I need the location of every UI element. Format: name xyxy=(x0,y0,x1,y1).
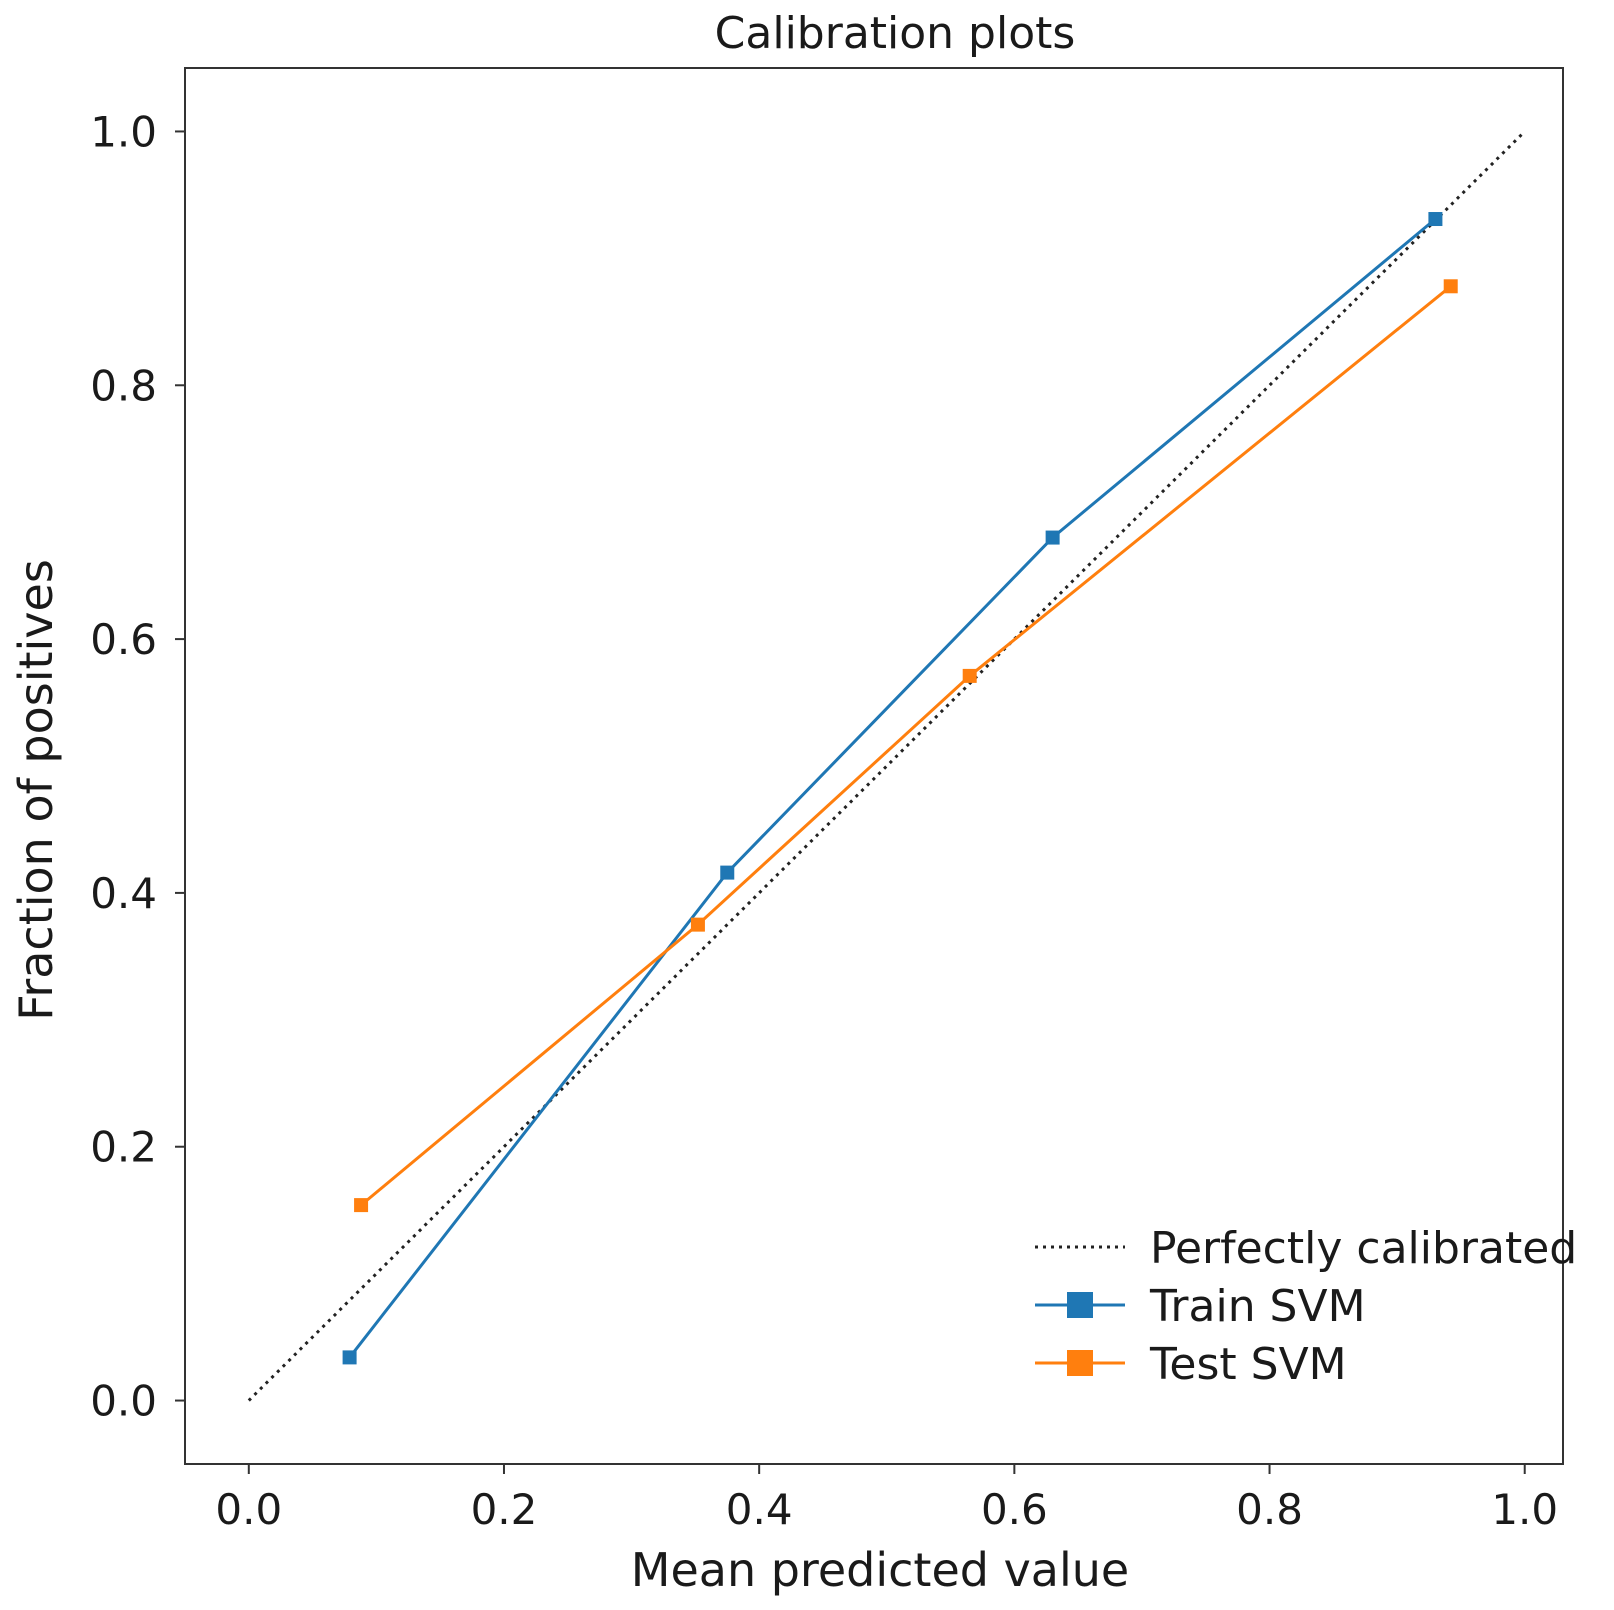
x-tick-label: 1.0 xyxy=(1491,1485,1558,1534)
data-point-train-svm xyxy=(1045,530,1060,545)
y-tick-label: 0.0 xyxy=(90,1377,157,1426)
series-line-perfectly-calibrated xyxy=(247,130,1526,1402)
y-tick-label: 0.8 xyxy=(90,361,157,410)
y-axis-label: Fraction of positives xyxy=(9,559,63,1021)
x-tick-label: 0.2 xyxy=(471,1485,538,1534)
data-point-test-svm xyxy=(1443,279,1458,294)
data-point-train-svm xyxy=(720,865,735,880)
y-tick-label: 0.6 xyxy=(90,615,157,664)
x-axis: 0.0 0.2 0.4 0.6 0.8 1.0 xyxy=(215,1464,1558,1534)
y-tick-label: 0.4 xyxy=(90,869,157,918)
x-tick-label: 0.6 xyxy=(981,1485,1048,1534)
legend-marker-train-svm xyxy=(1067,1292,1093,1318)
chart-title: Calibration plots xyxy=(715,8,1076,59)
series-line-train-svm xyxy=(348,217,1437,1359)
data-point-test-svm xyxy=(690,917,705,932)
y-tick-label: 1.0 xyxy=(90,107,157,156)
series-line-test-svm xyxy=(360,285,1452,1207)
data-point-train-svm xyxy=(1428,212,1443,227)
legend-label-perfectly-calibrated: Perfectly calibrated xyxy=(1150,1223,1577,1274)
legend-label-train-svm: Train SVM xyxy=(1149,1281,1366,1332)
legend-label-test-svm: Test SVM xyxy=(1149,1339,1347,1390)
x-tick-label: 0.0 xyxy=(215,1485,282,1534)
plot-frame xyxy=(184,67,1564,1465)
y-tick-label: 0.2 xyxy=(90,1123,157,1172)
data-point-test-svm xyxy=(354,1198,369,1213)
legend-marker-test-svm xyxy=(1067,1350,1093,1376)
x-axis-label: Mean predicted value xyxy=(631,1543,1129,1597)
x-tick-label: 0.8 xyxy=(1236,1485,1303,1534)
data-point-train-svm xyxy=(342,1350,357,1365)
y-axis: 0.0 0.2 0.4 0.6 0.8 1.0 xyxy=(90,107,185,1426)
legend: Perfectly calibrated Train SVM Test SVM xyxy=(1035,1223,1577,1390)
data-point-test-svm xyxy=(962,668,977,683)
x-tick-label: 0.4 xyxy=(726,1485,793,1534)
series-layer xyxy=(247,130,1526,1402)
